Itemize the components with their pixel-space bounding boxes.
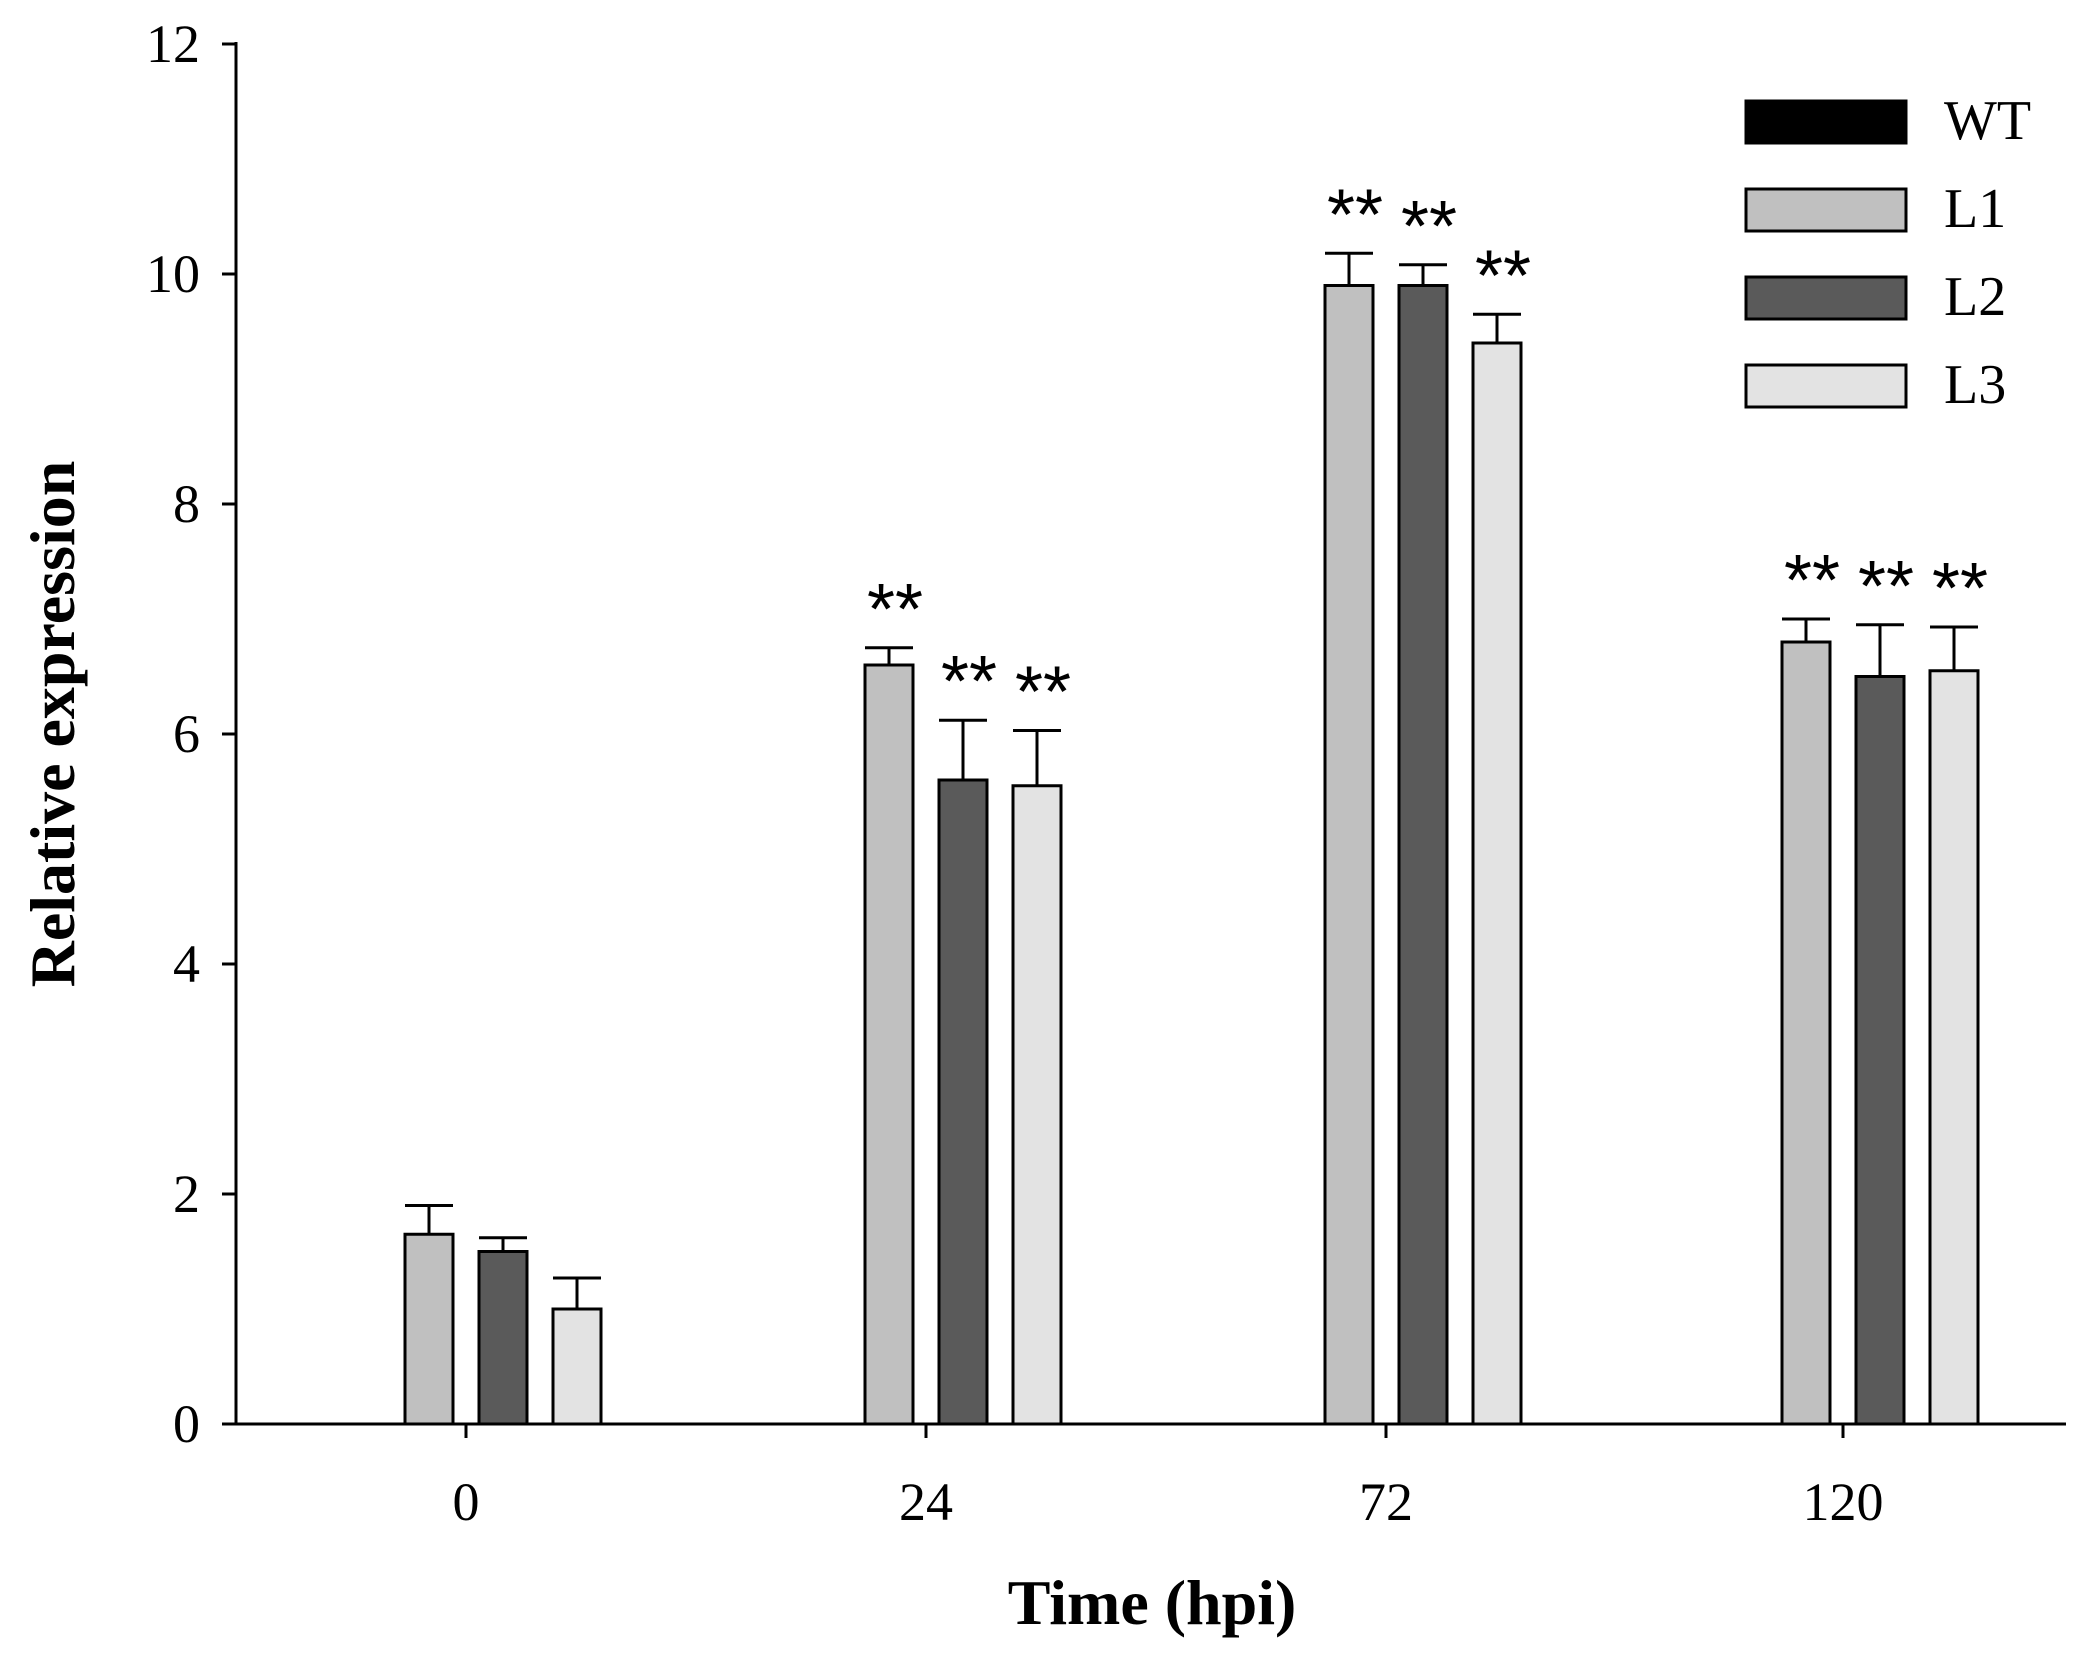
error-bar <box>1399 263 1447 286</box>
error-bar <box>1782 617 1830 642</box>
legend-item-wt: WT <box>1744 90 2031 152</box>
legend-label: L2 <box>1944 266 2006 328</box>
significance-label: ** <box>1858 547 1914 627</box>
significance-label: ** <box>1784 541 1840 621</box>
x-axis-ticks: 0 24 72 120 <box>453 1424 1884 1532</box>
significance-label: ** <box>1401 187 1457 267</box>
error-bar <box>553 1276 601 1309</box>
x-tick-label: 0 <box>453 1472 480 1532</box>
y-tick-label: 6 <box>173 704 200 764</box>
significance-label: ** <box>1327 175 1383 255</box>
significance-markers: ****************** <box>867 175 1988 732</box>
y-tick-label: 8 <box>173 474 200 534</box>
error-bar <box>939 718 987 780</box>
legend-item-l2: L2 <box>1744 266 2006 328</box>
x-tick-label: 120 <box>1803 1472 1884 1532</box>
y-tick-label: 2 <box>173 1164 200 1224</box>
error-bar <box>405 1204 453 1235</box>
legend-swatch <box>1744 275 1908 321</box>
bar-l3-24 <box>1011 784 1063 1426</box>
legend-item-l3: L3 <box>1744 354 2006 416</box>
bar-l2-120 <box>1854 675 1906 1426</box>
error-bar <box>865 646 913 665</box>
legend: WT L1 L2 L3 <box>1744 90 2031 416</box>
legend-item-l1: L1 <box>1744 178 2006 240</box>
bar-l1-0 <box>403 1232 455 1426</box>
y-axis-ticks: 0 2 4 6 8 10 12 <box>146 14 236 1454</box>
error-bar <box>1013 729 1061 786</box>
bar-l3-120 <box>1928 669 1980 1426</box>
legend-swatch <box>1744 363 1908 409</box>
error-bar <box>1473 312 1521 343</box>
bar-l2-24 <box>937 778 989 1426</box>
legend-label: L3 <box>1944 354 2006 416</box>
error-bar <box>1930 625 1978 671</box>
y-axis-title: Relative expression <box>17 461 88 988</box>
x-tick-label: 72 <box>1359 1472 1413 1532</box>
y-tick-label: 12 <box>146 14 200 74</box>
significance-label: ** <box>1015 653 1071 733</box>
error-bar <box>1856 623 1904 677</box>
legend-label: WT <box>1944 90 2031 152</box>
error-bar <box>1325 251 1373 286</box>
y-tick-label: 0 <box>173 1394 200 1454</box>
legend-swatch <box>1744 99 1908 145</box>
bar-l1-120 <box>1780 640 1832 1426</box>
bars <box>403 251 1980 1426</box>
error-bar <box>479 1236 527 1252</box>
x-tick-label: 24 <box>899 1472 953 1532</box>
y-tick-label: 10 <box>146 244 200 304</box>
bar-l1-72 <box>1323 284 1375 1426</box>
bar-l2-0 <box>477 1250 529 1426</box>
bar-l2-72 <box>1397 284 1449 1426</box>
x-axis-title: Time (hpi) <box>1008 1567 1297 1638</box>
y-tick-label: 4 <box>173 934 200 994</box>
bar-l3-72 <box>1471 341 1523 1426</box>
legend-swatch <box>1744 187 1908 233</box>
significance-label: ** <box>1932 549 1988 629</box>
bar-l1-24 <box>863 663 915 1426</box>
significance-label: ** <box>867 570 923 650</box>
significance-label: ** <box>1475 236 1531 316</box>
bar-l3-0 <box>551 1307 603 1426</box>
significance-label: ** <box>941 642 997 722</box>
legend-label: L1 <box>1944 178 2006 240</box>
